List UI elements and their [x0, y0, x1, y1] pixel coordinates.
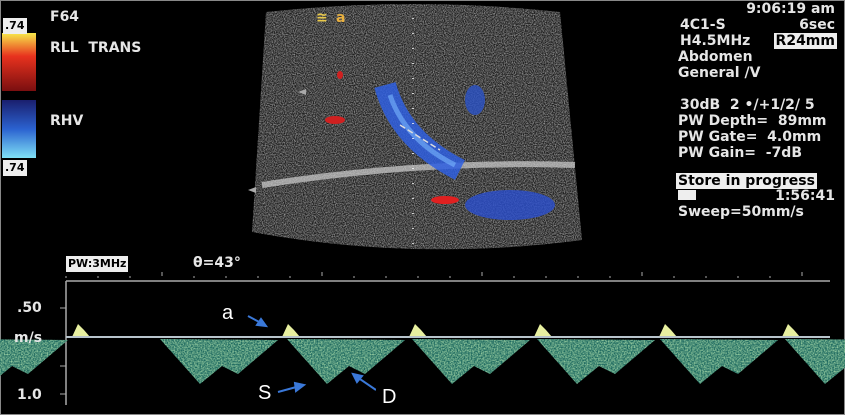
frame-label: F64 — [50, 9, 80, 25]
a-wave — [782, 324, 800, 337]
a-wave — [534, 324, 552, 337]
store-status: Store in progress — [676, 173, 817, 189]
focus-icon: ≅ — [316, 10, 328, 26]
colorbar-bottom-value: .74 — [3, 160, 27, 176]
y-label-10: 1.0 — [17, 387, 42, 403]
probe: 4C1-S — [680, 17, 726, 33]
orientation-marker-icon: a — [336, 10, 346, 26]
doppler-waveform-cycle — [160, 339, 278, 384]
sweep-speed: Sweep=50mm/s — [678, 204, 804, 220]
colorbar-top-value: .74 — [3, 18, 27, 34]
b-mode-sector — [248, 4, 582, 250]
preset: Abdomen — [678, 49, 753, 65]
doppler-waveform-cycle — [660, 339, 778, 384]
doppler-waveform-cycle — [785, 339, 845, 384]
colorbar-negative — [2, 100, 36, 158]
doppler-angle: θ=43° — [193, 255, 241, 271]
annotation-a: a — [216, 300, 240, 327]
a-wave — [72, 324, 90, 337]
doppler-waveform-cycle — [412, 339, 530, 384]
doppler-waveform-cycle — [0, 339, 68, 376]
location-label: RLL TRANS — [50, 40, 142, 56]
depth-marker-icon — [298, 89, 306, 95]
y-label-050: .50 — [17, 300, 42, 316]
cine-tape-icon — [678, 190, 696, 200]
pw-frequency: PW:3MHz — [66, 256, 129, 272]
a-wave — [282, 324, 300, 337]
mode: General /V — [678, 65, 761, 81]
pw-gain: PW Gain= -7dB — [678, 145, 803, 161]
colorbar-positive — [2, 33, 36, 91]
clock: 9:06:19 am — [746, 1, 835, 17]
spectral-doppler-display — [0, 272, 845, 405]
pw-depth: PW Depth= 89mm — [678, 113, 827, 129]
a-wave — [409, 324, 427, 337]
sweep-time: 6sec — [799, 17, 835, 33]
doppler-waveform-cycle — [537, 339, 655, 384]
clip-time: 1:56:41 — [775, 188, 835, 204]
annotation-arrows — [247, 315, 377, 393]
doppler-waveform-cycle — [287, 339, 405, 384]
vessel-label: RHV — [50, 113, 84, 129]
a-wave — [659, 324, 677, 337]
annotation-d: D — [376, 384, 403, 411]
annotation-s: S — [252, 380, 278, 407]
settings: 30dB 2 •/+1/2/ 5 — [680, 97, 815, 113]
depth: R24mm — [773, 33, 837, 49]
depth-marker-icon — [248, 187, 256, 193]
pw-gate: PW Gate= 4.0mm — [678, 129, 822, 145]
frequency: H4.5MHz — [680, 33, 751, 49]
y-label-units: m/s — [14, 330, 43, 346]
